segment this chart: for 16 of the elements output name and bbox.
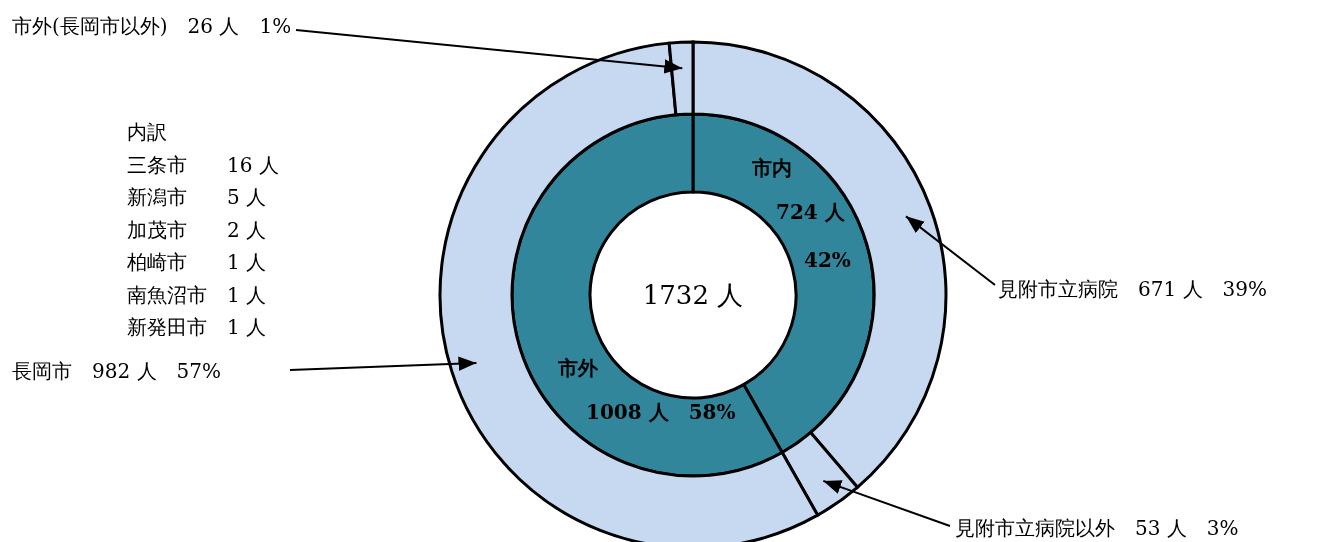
slice-label: 市外(長岡市以外) 26 人 1% — [12, 14, 292, 38]
text: 加茂市 2 人 — [127, 217, 267, 242]
text: 南魚沼市 1 人 — [127, 282, 267, 307]
text: 内訳 — [127, 120, 167, 144]
data-label: 1008 人 58% — [586, 400, 736, 424]
slice-label: 市内 — [751, 156, 792, 180]
text: 1732 人 — [642, 280, 744, 310]
text: 三条市 16 人 — [127, 152, 279, 177]
text: 新潟市 5 人 — [127, 185, 267, 209]
text: 柏崎市 1 人 — [126, 250, 267, 274]
slice-label: 長岡市 982 人 57% — [12, 359, 221, 383]
text: 724 人 42% — [776, 200, 851, 272]
slice-label: 市外 — [557, 356, 599, 380]
slice-label: 見附市立病院以外 53 人 3% — [955, 516, 1239, 540]
text: 新発田市 1 人 — [127, 315, 267, 339]
slice-label: 見附市立病院 671 人 39% — [998, 277, 1267, 301]
